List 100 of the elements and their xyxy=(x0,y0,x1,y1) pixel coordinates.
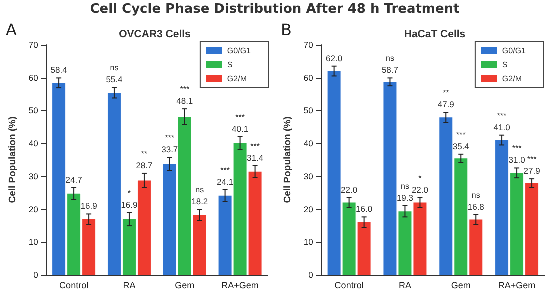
y-tick-label: 50 xyxy=(304,106,314,116)
bar xyxy=(470,220,483,275)
y-tick-label: 40 xyxy=(28,138,39,149)
x-tick-label: RA xyxy=(398,280,412,290)
y-tick-label: 10 xyxy=(28,237,39,248)
annotation: *** xyxy=(250,142,260,151)
annotation: *** xyxy=(512,144,522,154)
chart-subtitle: HaCaT Cells xyxy=(404,28,466,40)
annotation: ns xyxy=(386,54,394,64)
bar xyxy=(82,219,96,275)
bar xyxy=(510,173,524,275)
bar xyxy=(108,92,121,275)
data-label: 24.7 xyxy=(66,174,83,185)
data-label: 22.0 xyxy=(341,184,358,195)
annotation: ns xyxy=(472,190,480,200)
legend-label: G0/G1 xyxy=(502,46,527,56)
x-tick-label: Control xyxy=(60,280,89,290)
data-label: 58.4 xyxy=(50,65,68,76)
bar xyxy=(342,202,356,275)
data-label: 24.1 xyxy=(217,176,234,187)
bar xyxy=(234,143,247,275)
bar xyxy=(358,222,371,275)
legend-label: S xyxy=(502,60,508,70)
bar xyxy=(138,180,151,275)
x-tick-label: RA+Gem xyxy=(222,280,259,290)
y-tick-label: 70 xyxy=(304,40,314,50)
legend-label: G2/M xyxy=(227,74,248,84)
data-label: 62.0 xyxy=(326,53,343,64)
x-tick-label: RA xyxy=(123,280,136,290)
data-label: 40.1 xyxy=(232,124,249,134)
y-tick-label: 70 xyxy=(28,40,39,50)
annotation: ns xyxy=(196,186,204,195)
text: B xyxy=(281,20,292,40)
data-label: 35.4 xyxy=(452,141,470,152)
annotation: *** xyxy=(456,130,466,140)
bar xyxy=(218,196,232,275)
data-label: 16.8 xyxy=(468,202,485,212)
annotation: ns xyxy=(110,64,119,73)
data-label: 18.2 xyxy=(192,196,208,207)
data-label: 16.9 xyxy=(121,200,138,210)
y-tick-label: 20 xyxy=(304,204,314,214)
y-tick-label: 10 xyxy=(304,237,314,248)
annotation: ns xyxy=(400,182,410,191)
y-tick-label: 30 xyxy=(28,171,39,182)
data-label: 31.4 xyxy=(247,152,264,163)
x-tick-label: RA+Gem xyxy=(498,280,536,290)
annotation: * xyxy=(418,174,422,183)
legend-label: G0/G1 xyxy=(227,46,252,56)
data-label: 28.7 xyxy=(136,160,154,170)
annotation: *** xyxy=(180,85,190,94)
bar xyxy=(414,202,427,275)
bar xyxy=(193,215,206,275)
bar xyxy=(52,83,66,275)
bar xyxy=(68,194,81,275)
x-tick-label: Control xyxy=(334,280,364,290)
x-tick-label: Gem xyxy=(175,280,195,290)
data-label: 48.1 xyxy=(176,96,194,106)
y-axis-title: Cell Population (%) xyxy=(8,116,18,204)
y-tick-label: 0 xyxy=(34,270,39,280)
annotation: *** xyxy=(220,166,230,175)
data-label: 16.0 xyxy=(356,204,373,214)
bar xyxy=(440,118,453,275)
y-tick-label: 50 xyxy=(28,106,39,116)
data-label: 55.4 xyxy=(106,74,124,85)
bar xyxy=(384,82,397,275)
data-label: 33.7 xyxy=(162,144,178,155)
bar xyxy=(454,158,468,275)
chart-subtitle: OVCAR3 Cells xyxy=(119,28,192,40)
y-tick-label: 30 xyxy=(304,171,314,182)
annotation: * xyxy=(128,188,132,198)
bar xyxy=(496,140,509,275)
chart-title: Cell Cycle Phase Distribution After 48 h Treatment xyxy=(89,2,461,17)
bar xyxy=(398,212,412,275)
data-label: 41.0 xyxy=(494,122,511,132)
bar xyxy=(526,183,539,275)
legend-label: S xyxy=(227,60,233,70)
annotation: *** xyxy=(497,111,507,120)
data-label: 47.9 xyxy=(438,100,455,110)
bar xyxy=(178,116,192,275)
annotation: *** xyxy=(165,134,175,143)
bar xyxy=(122,219,136,275)
bar xyxy=(248,172,262,275)
text: A xyxy=(6,20,17,40)
x-tick-label: Gem xyxy=(451,280,471,290)
data-label: 27.9 xyxy=(524,166,541,176)
annotation: *** xyxy=(236,113,245,122)
y-tick-label: 60 xyxy=(28,72,39,83)
data-label: 58.7 xyxy=(382,65,399,76)
data-label: 22.0 xyxy=(412,184,429,195)
y-tick-label: 0 xyxy=(308,270,314,280)
y-tick-label: 40 xyxy=(304,138,314,149)
annotation: *** xyxy=(527,155,537,164)
y-tick-label: 60 xyxy=(304,72,314,83)
y-axis-title: Cell Population (%) xyxy=(282,116,294,204)
bar xyxy=(328,71,341,275)
data-label: 16.9 xyxy=(80,201,98,212)
annotation: ** xyxy=(141,149,148,158)
legend-label: G2/M xyxy=(502,74,522,84)
data-label: 31.0 xyxy=(508,155,526,166)
annotation: ** xyxy=(443,88,450,98)
